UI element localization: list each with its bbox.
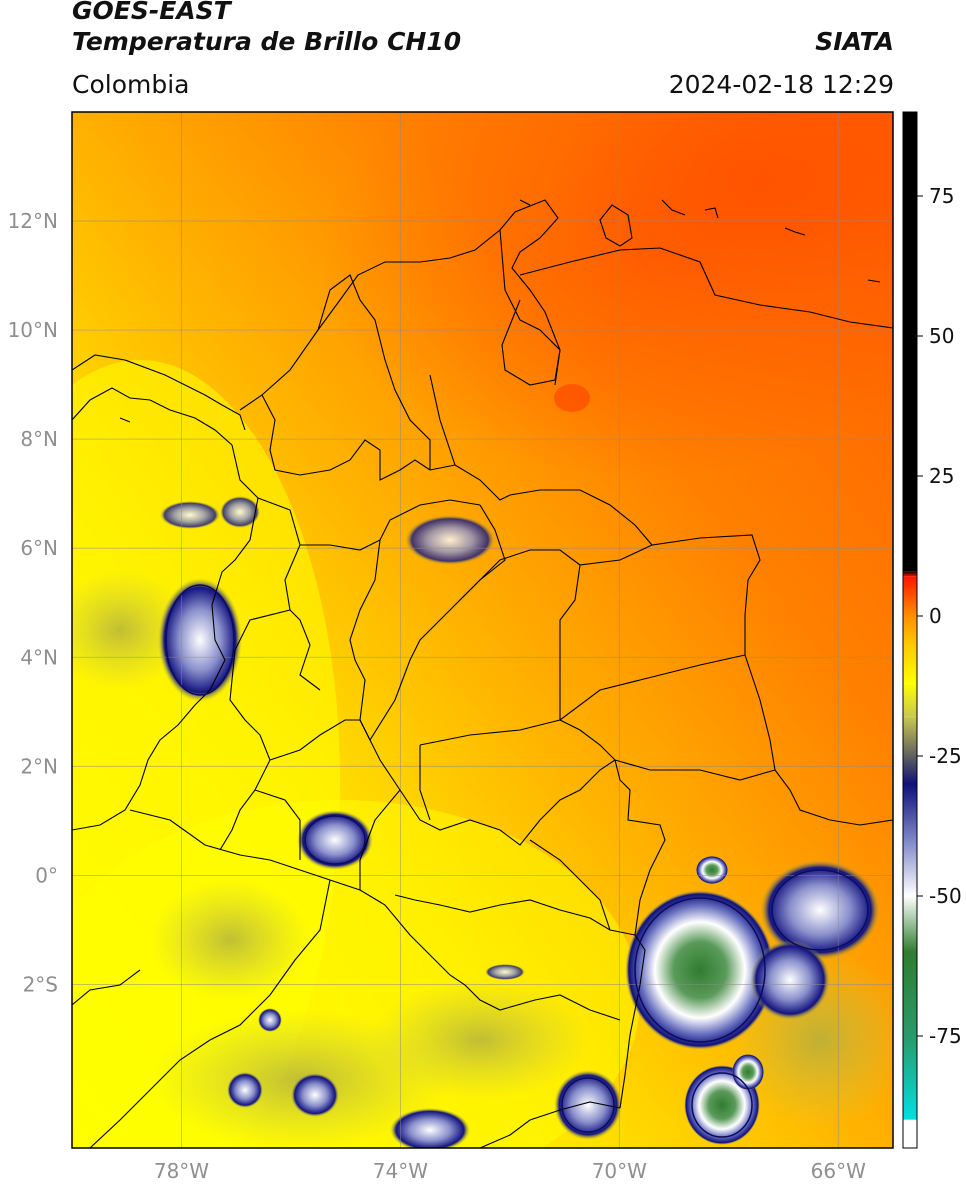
department-border (254, 789, 301, 860)
colorbar: 75 50 25 0 -25 -50 -75 (902, 111, 962, 1149)
colorbar-tick-label: -75 (929, 1024, 962, 1048)
map-area (72, 112, 893, 1148)
warm-region (560, 112, 893, 300)
colorbar-segment (903, 784, 917, 840)
convective-cloud (750, 940, 830, 1020)
convective-cloud (760, 860, 880, 960)
map-frame (71, 111, 894, 1149)
colorbar-tick-label: -25 (929, 744, 962, 768)
colorbar-segment (903, 952, 917, 1036)
department-border (614, 759, 776, 781)
putumayo-river-border (394, 894, 636, 936)
convective-cloud (390, 1108, 470, 1148)
convective-cloud (220, 496, 260, 528)
colorbar-segment (903, 112, 917, 572)
colorbar-segment (903, 716, 917, 756)
department-border (429, 464, 456, 471)
convective-cloud (291, 1073, 339, 1117)
lon-tick-label: 70°W (592, 1159, 647, 1183)
panama-coastline (72, 354, 246, 431)
department-border (349, 539, 441, 742)
colombia-peru-border (479, 1101, 621, 1148)
colorbar-segment (903, 1119, 917, 1120)
paraguana-peninsula (599, 204, 633, 247)
colorbar-segment (903, 756, 917, 784)
convective-cloud (625, 890, 775, 1050)
longitude-labels: 78°W 74°W 70°W 66°W (154, 1159, 866, 1183)
convective-cloud (227, 1072, 263, 1108)
colorbar-tick-label: -50 (929, 884, 962, 908)
lat-tick-label: 2°S (23, 972, 58, 996)
colorbar-segment (903, 1120, 917, 1148)
colorbar-segment (903, 896, 917, 952)
department-border (261, 394, 431, 481)
colombia-brazil-border (559, 544, 666, 1109)
department-border (559, 654, 746, 721)
convective-cloud (732, 1054, 764, 1090)
colorbar-tick-label: 25 (929, 464, 954, 488)
graticule (72, 112, 893, 1148)
colorbar-segment (903, 1036, 917, 1120)
agency-label: SIATA (815, 27, 894, 56)
colombia-ecuador-peru-border (129, 809, 621, 1021)
product-title: Temperatura de Brillo CH10 (72, 27, 462, 56)
haze-patch (370, 980, 590, 1100)
satellite-title: GOES-EAST (72, 0, 231, 25)
department-border (419, 745, 431, 821)
lon-tick-label: 74°W (373, 1159, 428, 1183)
peru-ecuador-border (89, 879, 331, 1148)
lon-tick-label: 66°W (811, 1159, 866, 1183)
colorbar-segment (903, 683, 917, 717)
convective-cloud (158, 578, 242, 702)
convective-cloud (258, 1008, 282, 1032)
colorbar-segment (903, 571, 917, 577)
colorbar-segment (903, 576, 917, 616)
colorbar-frame (902, 111, 918, 1149)
convective-cloud (554, 1070, 622, 1140)
department-border (300, 499, 481, 551)
department-border (219, 609, 291, 851)
lat-tick-label: 8°N (20, 427, 58, 451)
department-border (317, 274, 431, 470)
venezuela-coastline (519, 247, 893, 329)
warm-spot (554, 384, 590, 412)
boundaries (72, 199, 893, 1148)
timestamp-label: 2024-02-18 12:29 (668, 70, 894, 99)
department-border (269, 719, 360, 761)
region-label: Colombia (72, 70, 190, 99)
lat-tick-label: 6°N (20, 536, 58, 560)
panama-south-coast (72, 387, 233, 446)
colorbar-tick-label: 0 (929, 604, 942, 628)
caribbean-coastline (239, 199, 561, 411)
lat-tick-label: 4°N (20, 645, 58, 669)
department-border (419, 719, 561, 746)
colorbar-tick-label: 75 (929, 184, 954, 208)
convective-cloud (297, 810, 373, 870)
lon-tick-label: 78°W (154, 1159, 209, 1183)
convective-cloud (160, 501, 220, 529)
department-border (529, 839, 611, 931)
convective-cloud (405, 515, 495, 565)
haze-patch (150, 880, 310, 1000)
convective-cloud (485, 964, 525, 980)
lat-tick-label: 2°N (20, 754, 58, 778)
lat-tick-label: 10°N (8, 318, 58, 342)
pacific-coastline (72, 444, 259, 831)
colorbar-segment (903, 840, 917, 896)
colorbar-segment (903, 616, 917, 644)
cloud-contours (165, 584, 869, 1138)
colorbar-segment (903, 644, 917, 684)
department-border (459, 504, 506, 601)
colombia-venezuela-border (429, 374, 893, 826)
lat-tick-label: 0° (35, 863, 58, 887)
department-border (359, 789, 401, 890)
ecuador-coast (72, 969, 141, 1006)
lat-tick-label: 12°N (8, 209, 58, 233)
latitude-labels: 12°N 10°N 8°N 6°N 4°N 2°N 0° 2°S (8, 209, 58, 996)
convective-cloud (696, 856, 728, 884)
colorbar-tick-label: 50 (929, 324, 954, 348)
